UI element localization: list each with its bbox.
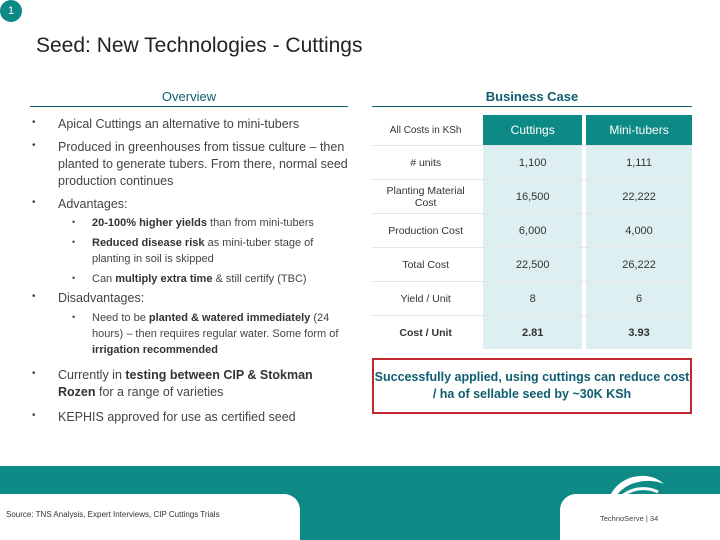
table-cell: Production Cost [372,213,480,248]
table-cell: Yield / Unit [372,281,480,316]
table-row: Yield / Unit 8 6 [372,281,692,316]
table-cell: 1,100 [482,145,583,180]
list-item: KEPHIS approved for use as certified see… [30,409,348,426]
table-cell: 6,000 [482,213,583,248]
slide-number-badge: 1 [0,0,22,22]
table-cell: 16,500 [482,179,583,214]
overview-list: Apical Cuttings an alternative to mini-t… [30,116,348,425]
list-item: Disadvantages: [30,290,348,307]
table-cell: # units [372,145,480,180]
table-row: Cost / Unit 2.81 3.93 [372,315,692,349]
table-cell: 4,000 [586,213,692,248]
table-row: # units 1,100 1,111 [372,145,692,180]
conclusion-callout: Successfully applied, using cuttings can… [372,358,692,414]
table-cell: 3.93 [586,315,692,349]
table-header-cell: Cuttings [482,115,583,146]
table-row: Planting Material Cost 16,500 22,222 [372,179,692,214]
sub-list-item: Reduced disease risk as mini-tuber stage… [30,236,348,268]
table-cell: 6 [586,281,692,316]
table-row: Production Cost 6,000 4,000 [372,213,692,248]
sub-list-item: 20-100% higher yields than from mini-tub… [30,216,348,232]
sub-list-item: Need to be planted & watered immediately… [30,311,348,359]
source-note: Source: TNS Analysis, Expert Interviews,… [6,510,220,519]
page-reference: TechnoServe | 34 [600,514,659,523]
table-header-cell: All Costs in KSh [372,115,480,146]
table-cell: 1,111 [586,145,692,180]
sub-list-item: Can multiply extra time & still certify … [30,272,348,288]
table-cell: Cost / Unit [399,326,452,339]
overview-heading: Overview [161,89,217,104]
source-box [0,494,300,540]
table-cell: 2.81 [482,315,583,349]
business-case-heading: Business Case [485,89,579,104]
list-item: Currently in testing between CIP & Stokm… [30,367,348,401]
footer-logo-area [560,494,720,540]
table-cell: 8 [482,281,583,316]
table-header-cell: Mini-tubers [586,115,692,146]
list-item: Advantages: [30,196,348,213]
table-header-row: All Costs in KSh Cuttings Mini-tubers [372,115,692,146]
list-item: Apical Cuttings an alternative to mini-t… [30,116,348,133]
table-cell: 22,222 [586,179,692,214]
business-case-rule [372,106,692,107]
table-cell: Total Cost [372,247,480,282]
list-item: Produced in greenhouses from tissue cult… [30,139,348,190]
table-cell: 26,222 [586,247,692,282]
slide-title: Seed: New Technologies - Cuttings [36,34,363,57]
technoserve-logo-icon [610,475,664,500]
table-cell: 22,500 [482,247,583,282]
table-row: Total Cost 22,500 26,222 [372,247,692,282]
table-cell: Planting Material Cost [372,179,480,214]
overview-rule [30,106,348,107]
business-case-table: All Costs in KSh Cuttings Mini-tubers # … [372,115,692,349]
